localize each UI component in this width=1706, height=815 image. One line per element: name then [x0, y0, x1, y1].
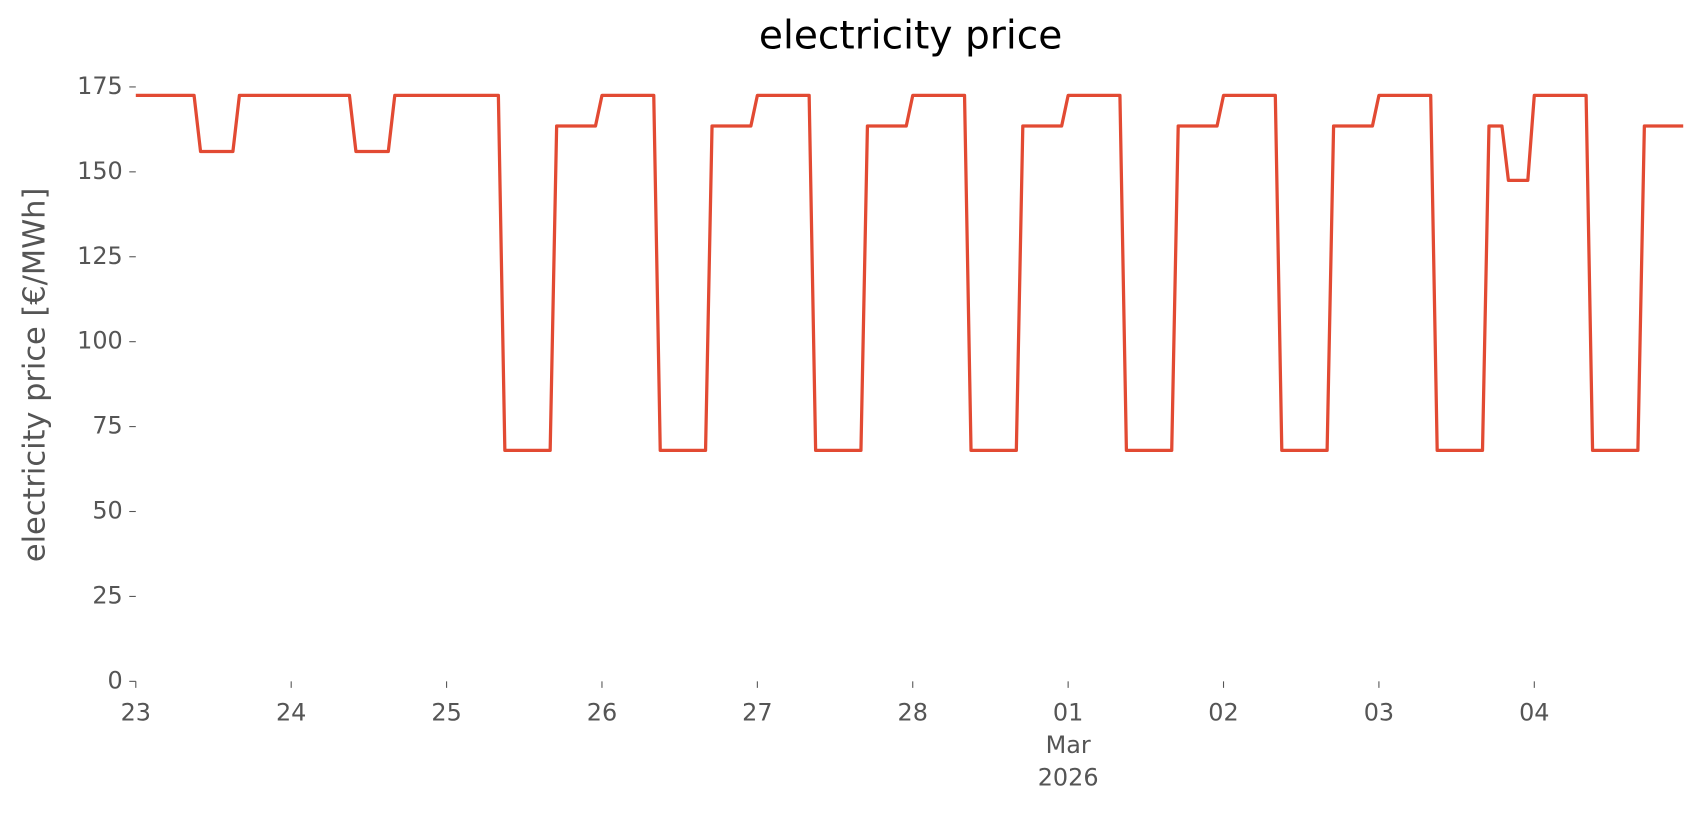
y-axis-label: electricity price [€/MWh]: [17, 188, 52, 562]
chart-title: electricity price: [759, 14, 1062, 59]
y-tick-label: 125: [77, 242, 123, 270]
x-tick-label: 03: [1364, 698, 1394, 726]
y-tick-label: 175: [77, 72, 123, 100]
y-tick-label: 25: [92, 581, 122, 609]
x-tick-label: 27: [742, 698, 772, 726]
y-tick-label: 0: [108, 666, 123, 694]
y-tick-label: 150: [77, 157, 123, 185]
x-tick-label: 01 Mar 2026: [1038, 698, 1099, 791]
price-line: [135, 93, 1684, 453]
x-tick-label: 28: [898, 698, 928, 726]
y-tick-label: 50: [92, 497, 122, 525]
x-tick-label: 24: [276, 698, 306, 726]
y-tick-label: 75: [92, 412, 122, 440]
x-tick-label: 04: [1519, 698, 1549, 726]
x-tick-label: 23: [121, 698, 151, 726]
y-tick-label: 100: [77, 327, 123, 355]
x-tick-label: 25: [431, 698, 461, 726]
x-tick-label: 02: [1208, 698, 1238, 726]
x-tick-label: 26: [587, 698, 617, 726]
